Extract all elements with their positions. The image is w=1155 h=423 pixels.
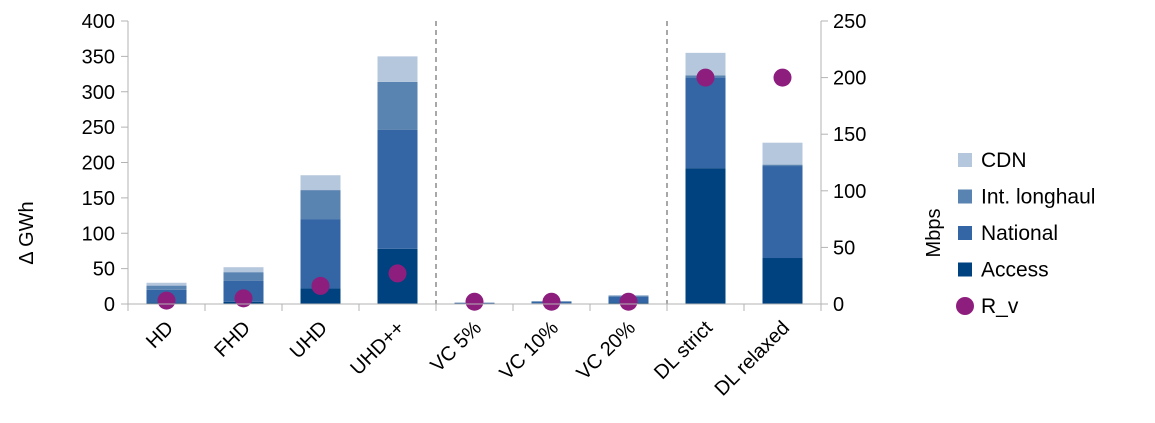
y-tick-label: 400 <box>82 11 115 33</box>
y-tick-label: 350 <box>82 46 115 68</box>
bar-segment <box>685 168 726 304</box>
bar-segment <box>146 285 187 290</box>
bar-segment <box>762 258 803 304</box>
bar-segment <box>223 272 264 281</box>
legend-swatch <box>958 189 972 204</box>
bar-segment <box>762 142 803 165</box>
rv-marker <box>619 292 638 311</box>
rv-marker <box>465 292 484 311</box>
plot-area <box>146 21 803 311</box>
x-tick-label: DL strict <box>650 317 717 384</box>
rv-marker <box>388 264 407 283</box>
y2-tick-label: 250 <box>833 11 866 33</box>
x-tick-label: UHD <box>286 317 332 363</box>
y-tick-label: 200 <box>82 153 115 175</box>
bar-segment <box>300 219 341 289</box>
rv-marker <box>696 68 715 87</box>
legend-label: Int. longhaul <box>981 186 1095 209</box>
rv-marker <box>311 276 330 295</box>
x-tick-label: UHD++ <box>346 317 409 380</box>
axes: 0 50 100 150 200 250 300 350 400 0 50 100 150 200 250 H… <box>82 11 867 400</box>
y-tick-label: 150 <box>82 188 115 210</box>
legend-swatch <box>958 153 972 167</box>
y-axis-title: Δ GWh <box>16 201 38 264</box>
legend-marker <box>956 297 974 315</box>
y-tick-label: 0 <box>104 294 115 316</box>
bar-segment <box>300 175 341 191</box>
legend: CDN Int. longhaul National Access R_v <box>956 149 1095 318</box>
y2-axis-title: Mbps <box>923 209 945 258</box>
x-tick-label: VC 5% <box>426 317 486 377</box>
y-tick-label: 250 <box>82 117 115 139</box>
legend-swatch <box>958 262 972 277</box>
x-tick-label: FHD <box>210 317 255 362</box>
bar-segment <box>146 282 187 286</box>
y2-tick-label: 100 <box>833 181 866 203</box>
bar-segment <box>300 190 341 220</box>
x-tick-label: VC 10% <box>496 317 564 385</box>
rv-marker <box>157 291 176 310</box>
bar-segment <box>377 129 418 249</box>
rv-marker <box>773 68 792 87</box>
bar-segment <box>762 164 803 167</box>
rv-marker <box>542 292 561 311</box>
legend-label: R_v <box>981 295 1019 318</box>
bar-segment <box>685 77 726 169</box>
legend-swatch <box>958 226 972 240</box>
y2-tick-label: 150 <box>833 124 866 146</box>
x-tick-label: VC 20% <box>573 317 641 385</box>
x-tick-label: DL relaxed <box>711 317 794 400</box>
y-tick-label: 300 <box>82 82 115 104</box>
bar-segment <box>685 52 726 76</box>
bar-segment <box>762 166 803 259</box>
bar-segment <box>377 81 418 130</box>
y-tick-label: 50 <box>93 259 115 281</box>
bar-segment <box>377 56 418 82</box>
legend-label: National <box>981 222 1058 245</box>
legend-label: Access <box>981 259 1049 282</box>
y2-tick-label: 0 <box>833 294 844 316</box>
rv-marker <box>234 289 253 308</box>
bar-segment <box>300 288 341 304</box>
y2-tick-label: 50 <box>833 237 855 259</box>
legend-label: CDN <box>981 149 1027 172</box>
y-tick-label: 100 <box>82 223 115 245</box>
bar-segment <box>223 267 264 273</box>
y2-tick-label: 200 <box>833 68 866 90</box>
x-tick-label: HD <box>142 317 178 353</box>
